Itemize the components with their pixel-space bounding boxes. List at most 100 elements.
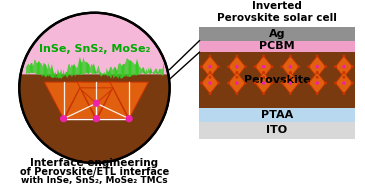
Polygon shape (159, 69, 160, 74)
Polygon shape (282, 72, 299, 94)
Polygon shape (153, 70, 154, 74)
Circle shape (254, 66, 256, 67)
Circle shape (94, 116, 99, 121)
Bar (199, 122, 354, 139)
Circle shape (290, 55, 291, 57)
Bar (199, 108, 354, 122)
Polygon shape (109, 67, 110, 77)
Polygon shape (44, 63, 45, 77)
Circle shape (290, 93, 291, 94)
Polygon shape (59, 72, 60, 79)
Circle shape (228, 82, 229, 84)
Polygon shape (30, 63, 31, 74)
Polygon shape (136, 59, 137, 76)
Circle shape (263, 93, 264, 94)
Polygon shape (81, 61, 82, 75)
Polygon shape (45, 82, 83, 119)
Polygon shape (96, 69, 97, 74)
Polygon shape (57, 69, 58, 78)
Circle shape (281, 82, 283, 84)
Circle shape (316, 66, 318, 68)
Polygon shape (33, 60, 34, 73)
Text: ITO: ITO (266, 125, 288, 135)
Polygon shape (26, 65, 27, 74)
Circle shape (308, 66, 310, 67)
Text: InSe, SnS₂, MoSe₂: InSe, SnS₂, MoSe₂ (39, 44, 150, 54)
Bar (199, 41, 354, 52)
Circle shape (236, 77, 238, 78)
Polygon shape (38, 61, 39, 75)
Polygon shape (46, 65, 47, 77)
Polygon shape (40, 63, 41, 76)
Circle shape (343, 93, 345, 94)
Polygon shape (110, 67, 111, 79)
Circle shape (343, 72, 345, 73)
Polygon shape (65, 71, 66, 76)
Circle shape (245, 66, 246, 67)
Polygon shape (163, 62, 164, 76)
Circle shape (316, 93, 318, 94)
Polygon shape (65, 88, 95, 119)
Polygon shape (124, 63, 125, 77)
Circle shape (236, 82, 238, 84)
Circle shape (351, 82, 353, 84)
Polygon shape (19, 74, 170, 163)
Polygon shape (110, 82, 149, 119)
Circle shape (19, 13, 170, 163)
Circle shape (262, 66, 265, 68)
Polygon shape (118, 63, 119, 79)
Circle shape (289, 66, 291, 68)
Polygon shape (77, 62, 79, 75)
Polygon shape (115, 67, 116, 76)
Polygon shape (73, 64, 74, 75)
Polygon shape (60, 69, 61, 79)
Polygon shape (62, 70, 64, 77)
Polygon shape (103, 72, 104, 76)
Polygon shape (282, 56, 299, 77)
Circle shape (61, 116, 66, 121)
Polygon shape (99, 65, 100, 74)
Polygon shape (101, 73, 102, 76)
Polygon shape (142, 67, 143, 74)
Polygon shape (125, 59, 127, 77)
Circle shape (325, 66, 326, 67)
Circle shape (316, 77, 318, 78)
Polygon shape (34, 60, 36, 73)
Text: Ag: Ag (269, 29, 285, 39)
Polygon shape (107, 68, 108, 77)
Polygon shape (146, 69, 147, 74)
Bar (199, 52, 354, 108)
Circle shape (343, 66, 345, 68)
Polygon shape (91, 64, 92, 73)
Text: with InSe, SnS₂, MoSe₂ TMCs: with InSe, SnS₂, MoSe₂ TMCs (21, 176, 168, 185)
Polygon shape (108, 71, 109, 77)
Polygon shape (122, 64, 123, 78)
Polygon shape (68, 64, 69, 76)
Polygon shape (160, 69, 161, 75)
Polygon shape (86, 62, 87, 74)
Polygon shape (64, 70, 65, 77)
Polygon shape (83, 57, 85, 75)
Polygon shape (41, 64, 43, 77)
Polygon shape (76, 67, 77, 75)
Circle shape (335, 66, 336, 67)
Text: Perovskite: Perovskite (244, 75, 310, 85)
Polygon shape (150, 67, 151, 74)
Circle shape (127, 116, 131, 121)
Circle shape (298, 82, 300, 84)
Polygon shape (144, 68, 145, 74)
Circle shape (325, 82, 326, 84)
Polygon shape (36, 60, 37, 74)
Polygon shape (39, 61, 40, 75)
Polygon shape (47, 63, 49, 77)
Circle shape (61, 116, 66, 122)
Polygon shape (92, 64, 93, 75)
Polygon shape (137, 59, 138, 75)
Polygon shape (155, 68, 157, 74)
Polygon shape (228, 72, 245, 94)
Bar (199, 27, 354, 41)
Polygon shape (157, 69, 158, 74)
Polygon shape (82, 57, 83, 75)
Circle shape (263, 72, 264, 73)
Circle shape (271, 82, 273, 84)
